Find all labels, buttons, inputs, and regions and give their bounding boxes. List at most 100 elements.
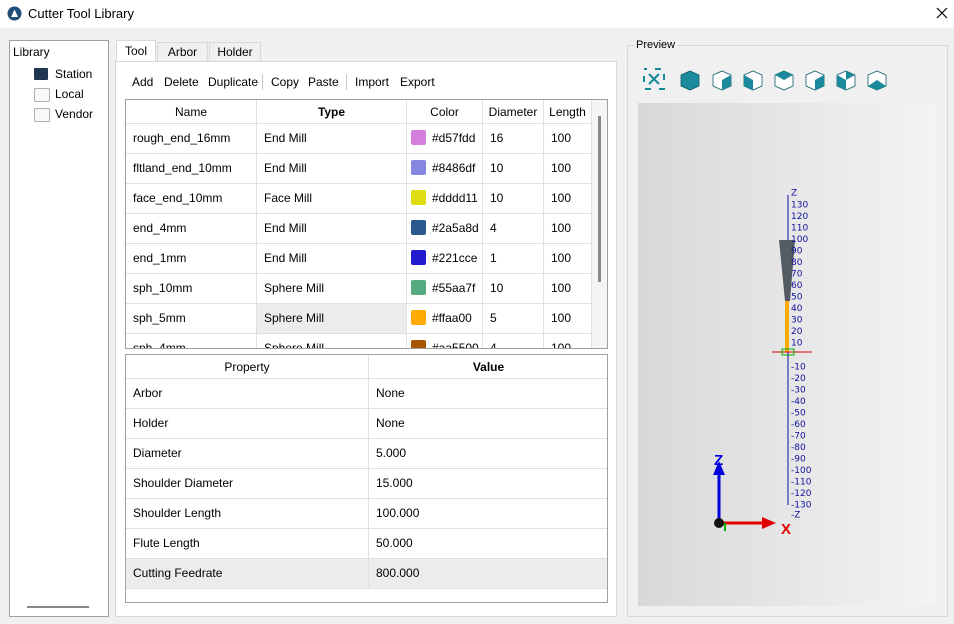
color-cell[interactable]: #55aa7f [407, 274, 483, 304]
table-cell[interactable]: 100 [544, 124, 592, 154]
column-header: Length [544, 100, 592, 124]
ruler-label: 110 [791, 224, 808, 234]
table-cell[interactable]: fltland_end_10mm [126, 154, 257, 184]
toolbar-button[interactable]: Import [355, 75, 389, 89]
tab[interactable]: Holder [209, 42, 261, 61]
table-cell[interactable]: Sphere Mill [257, 334, 407, 349]
ruler-label: -120 [791, 489, 812, 499]
property-value[interactable]: None [369, 409, 608, 439]
preview-title: Preview [634, 39, 677, 51]
table-cell[interactable]: face_end_10mm [126, 184, 257, 214]
library-item[interactable]: Vendor [55, 107, 93, 121]
color-swatch [411, 340, 426, 349]
ruler-label: 30 [791, 316, 803, 326]
table-cell[interactable]: 100 [544, 244, 592, 274]
table-cell[interactable]: sph_5mm [126, 304, 257, 334]
color-swatch [411, 280, 426, 295]
scrollbar [27, 606, 89, 608]
table-cell[interactable]: 10 [483, 274, 544, 304]
ruler-label: -30 [791, 386, 806, 396]
column-header: Property [126, 355, 369, 379]
scrollbar-thumb[interactable] [598, 116, 601, 282]
table-cell[interactable]: End Mill [257, 154, 407, 184]
property-value[interactable]: 50.000 [369, 529, 608, 559]
property-value[interactable]: None [369, 379, 608, 409]
ruler-label: -80 [791, 443, 806, 453]
table-cell[interactable]: 100 [544, 274, 592, 304]
table-cell[interactable]: 1 [483, 244, 544, 274]
color-swatch [411, 160, 426, 175]
toolbar-button[interactable]: Copy [271, 75, 299, 89]
property-value[interactable]: 800.000 [369, 559, 608, 589]
toolbar-button[interactable]: Paste [308, 75, 339, 89]
table-cell[interactable]: 4 [483, 214, 544, 244]
axis-label: Z [714, 452, 723, 469]
property-value[interactable]: 15.000 [369, 469, 608, 499]
3d-viewport[interactable]: Z130120110100908070605040302010-10-20-30… [638, 103, 936, 606]
table-cell[interactable]: Sphere Mill [257, 274, 407, 304]
property-name: Shoulder Length [126, 499, 369, 529]
table-cell[interactable]: sph_10mm [126, 274, 257, 304]
table-cell[interactable]: rough_end_16mm [126, 124, 257, 154]
table-cell[interactable]: end_4mm [126, 214, 257, 244]
ruler-label: Z [791, 189, 797, 199]
color-cell[interactable]: #221cce [407, 244, 483, 274]
property-value[interactable]: 100.000 [369, 499, 608, 529]
column-header: Color [407, 100, 483, 124]
table-cell[interactable]: End Mill [257, 214, 407, 244]
fit-view-button[interactable] [644, 69, 664, 89]
window-title: Cutter Tool Library [28, 6, 134, 21]
color-cell[interactable]: #dddd11 [407, 184, 483, 214]
table-cell[interactable]: Face Mill [257, 184, 407, 214]
color-cell[interactable]: #8486df [407, 154, 483, 184]
ruler-label: 10 [791, 339, 803, 349]
color-cell[interactable]: #2a5a8d [407, 214, 483, 244]
toolbar-button[interactable]: Export [400, 75, 435, 89]
ruler-label: 70 [791, 270, 803, 280]
table-cell[interactable]: 100 [544, 154, 592, 184]
ruler-label: 20 [791, 327, 803, 337]
property-value[interactable]: 5.000 [369, 439, 608, 469]
tool-flute [785, 301, 789, 352]
tool-table: NameTypeColorDiameterLengthrough_end_16m… [125, 99, 608, 349]
table-cell[interactable]: End Mill [257, 124, 407, 154]
toolbar-button[interactable]: Delete [164, 75, 199, 89]
table-cell[interactable]: 100 [544, 184, 592, 214]
ruler-label: 40 [791, 304, 803, 314]
table-cell[interactable]: Sphere Mill [257, 304, 407, 334]
library-item[interactable]: Local [55, 87, 84, 101]
table-cell[interactable]: 10 [483, 184, 544, 214]
ruler-label: -40 [791, 397, 806, 407]
color-cell[interactable]: #ffaa00 [407, 304, 483, 334]
tab[interactable]: Arbor [157, 42, 208, 61]
view-buttons [638, 66, 898, 92]
close-button[interactable] [936, 7, 948, 19]
table-cell[interactable]: 10 [483, 154, 544, 184]
table-cell[interactable]: end_1mm [126, 244, 257, 274]
table-cell[interactable]: 16 [483, 124, 544, 154]
ruler-label: -100 [791, 466, 812, 476]
color-swatch [411, 310, 426, 325]
toolbar-button[interactable]: Add [132, 75, 153, 89]
table-cell[interactable]: End Mill [257, 244, 407, 274]
table-cell[interactable]: 100 [544, 334, 592, 349]
library-item[interactable]: Station [55, 67, 92, 81]
table-cell[interactable]: 5 [483, 304, 544, 334]
color-swatch [411, 190, 426, 205]
table-cell[interactable]: sph_4mm [126, 334, 257, 349]
station-icon [34, 68, 48, 80]
color-cell[interactable]: #d57fdd [407, 124, 483, 154]
table-cell[interactable]: 100 [544, 304, 592, 334]
ruler-label: 90 [791, 247, 803, 257]
color-cell[interactable]: #aa5500 [407, 334, 483, 349]
toolbar-button[interactable]: Duplicate [208, 75, 258, 89]
ruler-label: 80 [791, 258, 803, 268]
table-cell[interactable]: 100 [544, 214, 592, 244]
iso-view-button[interactable] [681, 71, 699, 90]
tab[interactable]: Tool [116, 40, 156, 61]
title-bar: Cutter Tool Library [0, 0, 954, 28]
table-cell[interactable]: 4 [483, 334, 544, 349]
library-panel: LibraryStationLocalVendor [9, 40, 109, 617]
folder-icon [34, 88, 50, 102]
ruler-label: -70 [791, 432, 806, 442]
